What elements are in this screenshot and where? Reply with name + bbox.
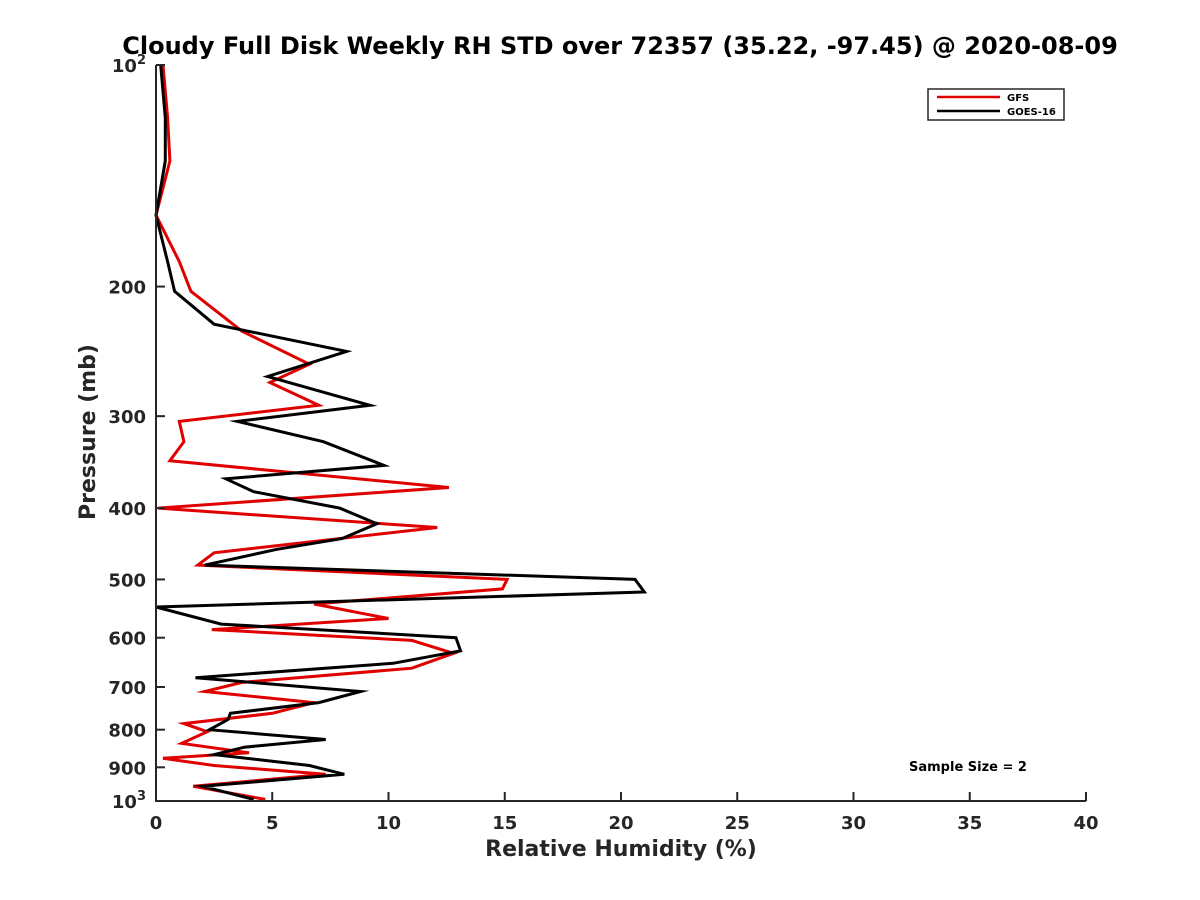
- x-axis-label: Relative Humidity (%): [485, 837, 757, 862]
- y-tick-label: 700: [108, 678, 146, 699]
- legend-box: [927, 88, 1065, 121]
- x-tick-label: 40: [1073, 813, 1098, 834]
- x-tick-label: 25: [725, 813, 750, 834]
- y-tick-label: 200: [108, 278, 146, 299]
- y-tick-label: 500: [108, 570, 146, 591]
- legend-label-gfs: GFS: [1007, 93, 1029, 104]
- y-axis-ticks: 102 200 300 400 500 600 700 800 900 103: [108, 53, 165, 813]
- x-tick-label: 35: [957, 813, 982, 834]
- x-axis-ticks: 0 5 10 15 20 25 30 35 40: [150, 792, 1099, 834]
- x-tick-label: 15: [492, 813, 517, 834]
- y-tick-label: 103: [112, 789, 146, 813]
- chart-title: Cloudy Full Disk Weekly RH STD over 7235…: [122, 32, 1118, 60]
- y-tick-label: 102: [112, 53, 146, 77]
- plot-lines: [154, 64, 648, 801]
- y-tick-label: 300: [108, 407, 146, 428]
- y-tick-label: 600: [108, 629, 146, 650]
- x-tick-label: 20: [608, 813, 633, 834]
- y-tick-label: 400: [108, 499, 146, 520]
- x-tick-label: 30: [841, 813, 866, 834]
- y-tick-label: 800: [108, 721, 146, 742]
- y-tick-label: 900: [108, 758, 146, 779]
- legend-label-goes16: GOES-16: [1007, 107, 1056, 118]
- series-line-goes16: [154, 64, 648, 801]
- sample-size-annotation: Sample Size = 2: [909, 760, 1027, 775]
- y-axis-label: Pressure (mb): [76, 344, 101, 520]
- x-tick-label: 5: [266, 813, 279, 834]
- legend: GFS GOES-16: [927, 88, 1065, 121]
- x-tick-label: 10: [376, 813, 401, 834]
- x-tick-label: 0: [150, 813, 163, 834]
- series-line-gfs: [154, 64, 510, 801]
